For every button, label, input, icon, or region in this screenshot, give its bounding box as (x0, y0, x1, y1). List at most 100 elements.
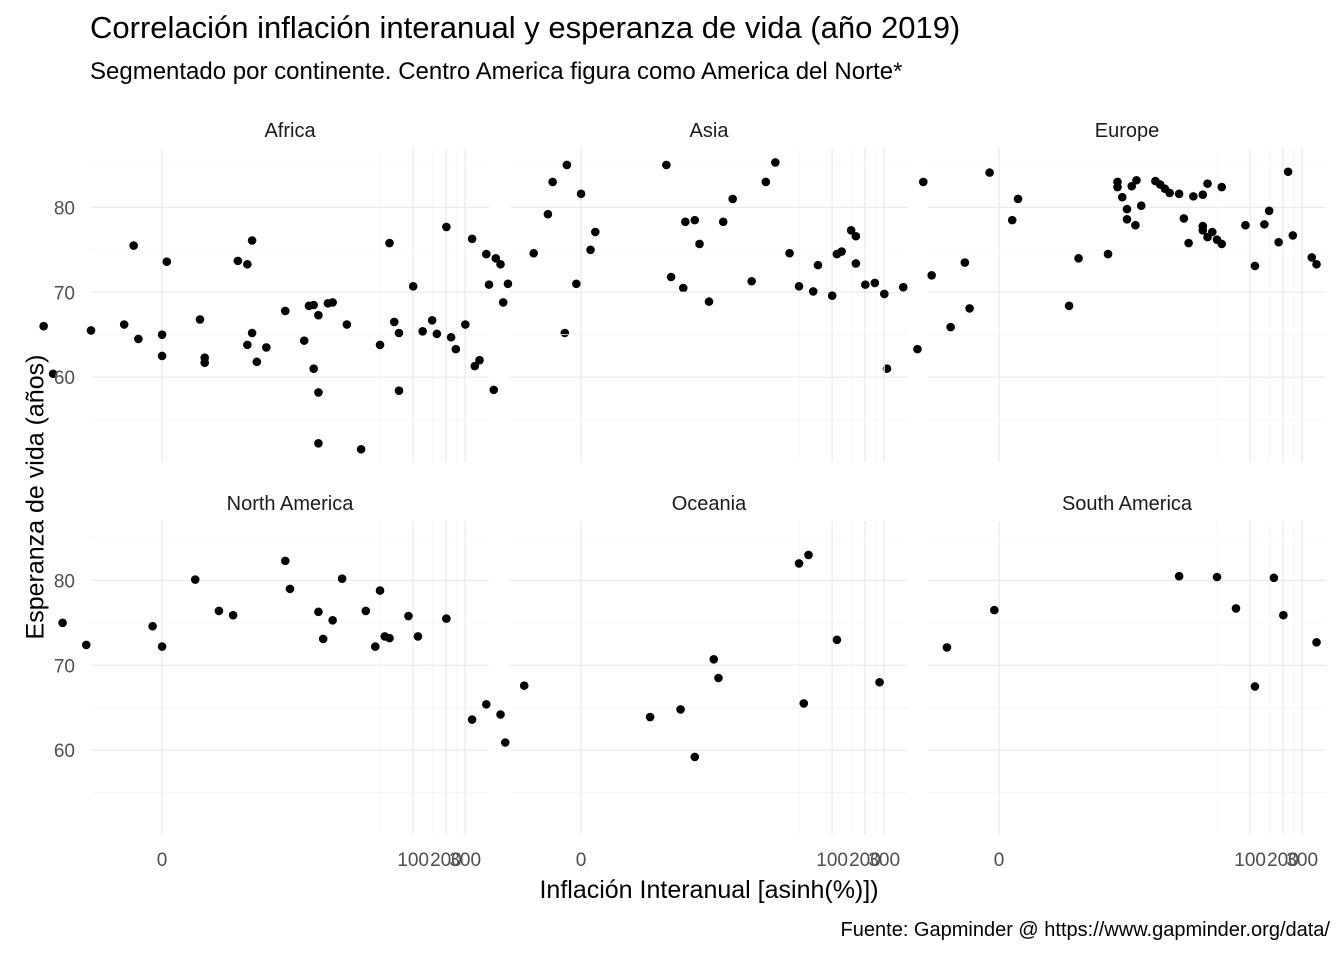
data-point (942, 643, 952, 652)
data-point (960, 258, 970, 267)
data-point (870, 278, 880, 288)
data-point (375, 340, 385, 350)
data-point (394, 386, 404, 396)
facet-panel-africa: Africa 60 70 80 (39, 120, 892, 462)
data-point (328, 615, 337, 625)
data-point (375, 586, 385, 595)
y-tick-label: 70 (54, 283, 75, 304)
data-point (503, 279, 513, 289)
data-point (370, 642, 380, 651)
data-point (519, 681, 529, 690)
y-tick-label: 60 (54, 741, 75, 762)
x-axis-label: Inflación Interanual [asinh(%)]) (539, 876, 879, 904)
data-point (1064, 301, 1074, 311)
data-point (1264, 206, 1274, 216)
data-point (804, 550, 813, 560)
data-point (794, 282, 804, 291)
facet-strip-label: Oceania (672, 493, 747, 515)
data-point (695, 239, 704, 249)
data-point (913, 344, 922, 354)
data-point (880, 289, 889, 299)
x-tick-label: 300 (449, 850, 481, 871)
data-point (299, 336, 309, 345)
data-point (747, 276, 756, 286)
x-tick-label: 200 (1267, 850, 1299, 871)
data-point (385, 238, 394, 248)
data-point (1184, 238, 1193, 248)
data-point (496, 259, 505, 269)
data-point (314, 388, 323, 397)
x-tick-label: 100 (1234, 850, 1266, 871)
data-point (771, 158, 780, 167)
data-point (714, 673, 723, 683)
facet-strip-label: Asia (690, 120, 730, 142)
data-point (1231, 604, 1241, 613)
data-point (1312, 259, 1321, 269)
data-point (243, 340, 252, 350)
data-point (247, 328, 257, 338)
data-point (965, 304, 974, 313)
data-point (813, 260, 823, 270)
data-point (427, 315, 437, 325)
data-point (785, 248, 794, 258)
data-point (489, 385, 499, 395)
data-point (491, 254, 501, 263)
data-point (678, 283, 688, 293)
data-point (690, 215, 700, 225)
data-point (1307, 253, 1317, 262)
data-point (342, 320, 352, 329)
data-point (389, 317, 399, 327)
data-point (1131, 220, 1140, 230)
data-point (562, 160, 572, 170)
data-point (1269, 573, 1279, 583)
data-point (1274, 237, 1283, 247)
data-point (262, 343, 271, 352)
data-point (157, 642, 167, 651)
data-point (498, 298, 508, 307)
data-point (418, 327, 427, 336)
data-point (548, 177, 557, 187)
data-point (1013, 194, 1023, 204)
facet-strip-label: Africa (264, 120, 316, 142)
data-point (1007, 215, 1017, 225)
x-tick-label: 100 (397, 850, 429, 871)
data-point (314, 607, 323, 617)
data-point (1103, 249, 1113, 259)
data-point (280, 556, 290, 566)
data-point (1174, 189, 1184, 199)
data-point (1250, 682, 1260, 691)
data-point (1113, 182, 1122, 192)
data-point (467, 715, 477, 724)
x-tick-label: 200 (430, 850, 462, 871)
x-tick-label: 200 (849, 850, 881, 871)
data-point (190, 575, 200, 584)
data-point (662, 160, 671, 170)
data-point (560, 328, 570, 338)
data-point (482, 700, 491, 709)
data-point (1241, 220, 1250, 230)
data-point (157, 330, 167, 340)
data-point (1198, 190, 1208, 199)
data-point (709, 655, 719, 664)
data-point (1122, 204, 1132, 214)
data-point (247, 236, 257, 245)
data-point (484, 280, 494, 289)
data-point (157, 351, 167, 361)
y-tick-label: 60 (54, 368, 75, 389)
data-point (846, 226, 856, 235)
data-point (134, 334, 143, 344)
data-point (1279, 610, 1288, 620)
data-point (309, 364, 318, 373)
data-point (808, 287, 818, 296)
chart-subtitle: Segmentado por continente. Centro Americ… (90, 58, 903, 85)
data-point (827, 291, 837, 300)
data-point (851, 259, 861, 268)
data-point (861, 280, 870, 289)
data-point (442, 614, 451, 623)
data-point (451, 344, 461, 354)
data-point (1179, 214, 1189, 223)
data-point (195, 315, 205, 324)
data-point (500, 738, 510, 747)
x-tick-label: 300 (1286, 850, 1318, 871)
